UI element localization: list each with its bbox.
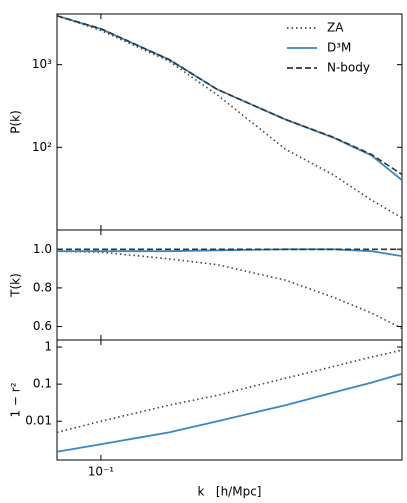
legend-label: N-body bbox=[327, 61, 370, 75]
y-tick-label: 10³ bbox=[32, 57, 52, 71]
y-tick-label: 1.0 bbox=[33, 242, 52, 256]
y-tick-label: 0.8 bbox=[33, 280, 52, 294]
panel-frame bbox=[56, 229, 403, 341]
legend-label: ZA bbox=[327, 21, 344, 35]
series-line bbox=[57, 372, 402, 453]
y-axis-label: P(k) bbox=[9, 110, 23, 134]
y-axis-label: T(k) bbox=[9, 273, 23, 298]
y-axis-label: 1 − r² bbox=[9, 382, 23, 417]
y-tick-label: 0.01 bbox=[25, 414, 52, 428]
legend-label: D³M bbox=[327, 41, 351, 55]
x-tick-label: 10⁻¹ bbox=[88, 465, 115, 479]
x-axis-label: k [h/Mpc] bbox=[198, 485, 262, 499]
y-tick-label: 10² bbox=[32, 140, 52, 154]
series-line bbox=[57, 248, 402, 257]
y-tick-label: 0.6 bbox=[33, 319, 52, 333]
series-line bbox=[57, 250, 402, 330]
series-line bbox=[57, 349, 402, 434]
panel-frame bbox=[56, 339, 403, 461]
series-line bbox=[57, 15, 402, 176]
y-tick-label: 1 bbox=[44, 340, 52, 354]
y-tick-label: 0.1 bbox=[33, 377, 52, 391]
series-line bbox=[57, 15, 402, 219]
